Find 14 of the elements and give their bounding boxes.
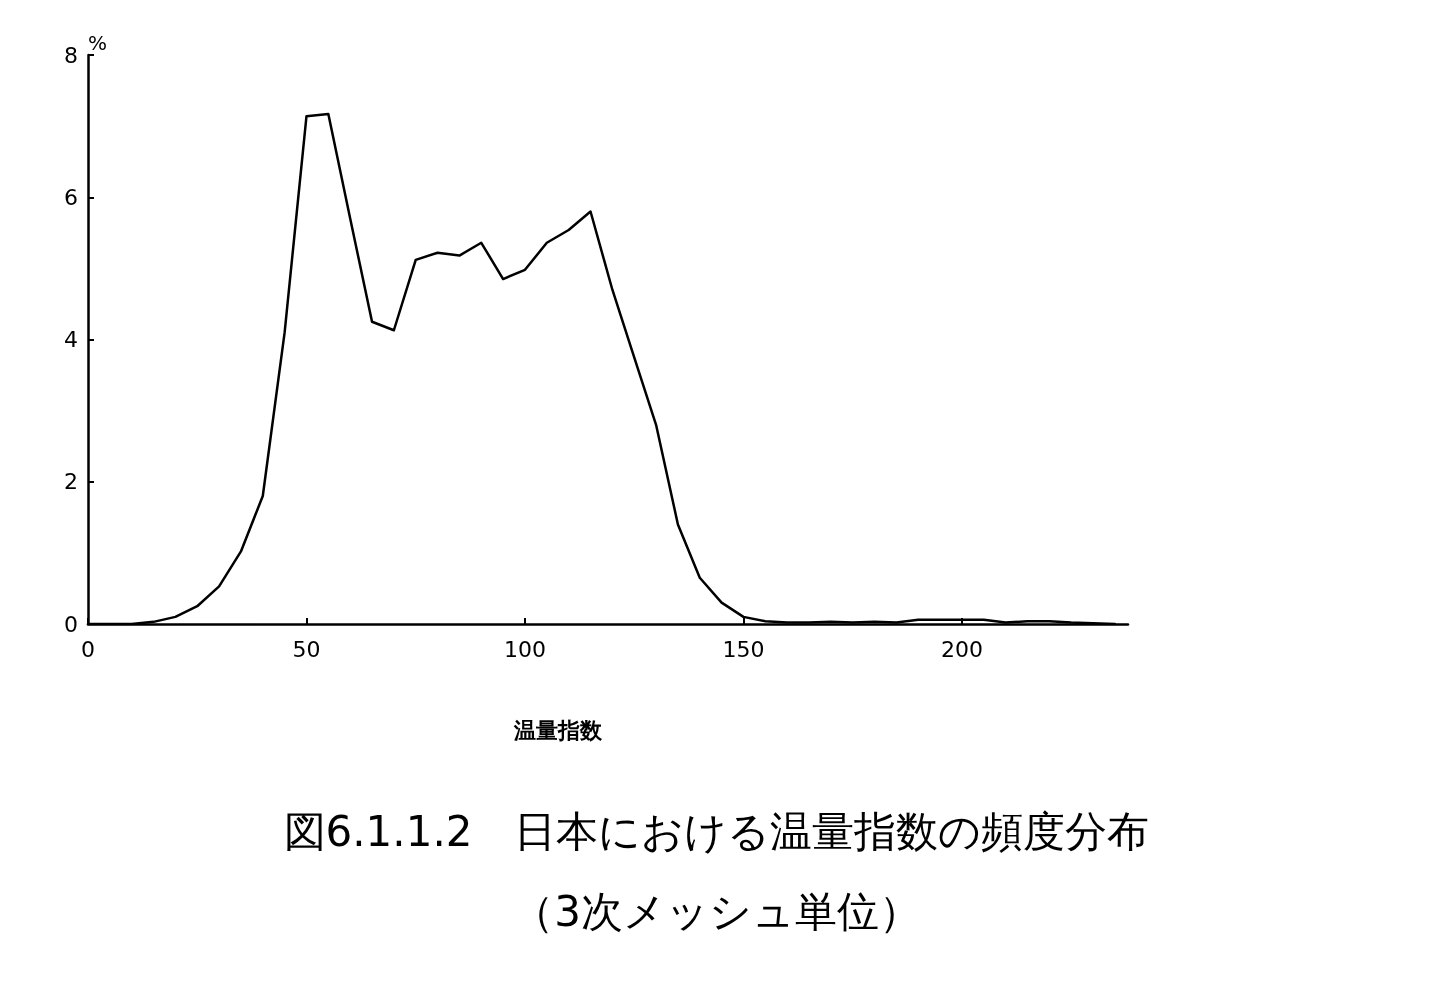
x-tick-label: 150 [722, 636, 765, 662]
y-tick-label: 0 [64, 611, 78, 637]
y-axis-title: % [88, 31, 108, 55]
y-tick-label: 8 [64, 42, 78, 68]
x-tick-label: 0 [81, 636, 95, 662]
y-tick-label: 6 [64, 184, 78, 210]
text: （3次メッシュ単位） [512, 886, 921, 936]
x-tick-label: 200 [940, 636, 983, 662]
y-tick-label: 2 [64, 469, 78, 495]
x-tick-label: 100 [503, 636, 546, 662]
x-tick-label: 50 [292, 636, 321, 662]
x-axis-title: 温量指数 [513, 717, 603, 743]
y-tick-label: 4 [64, 327, 78, 352]
text: 図6.1.1.2 日本における温量指数の頻度分布 [283, 806, 1150, 856]
